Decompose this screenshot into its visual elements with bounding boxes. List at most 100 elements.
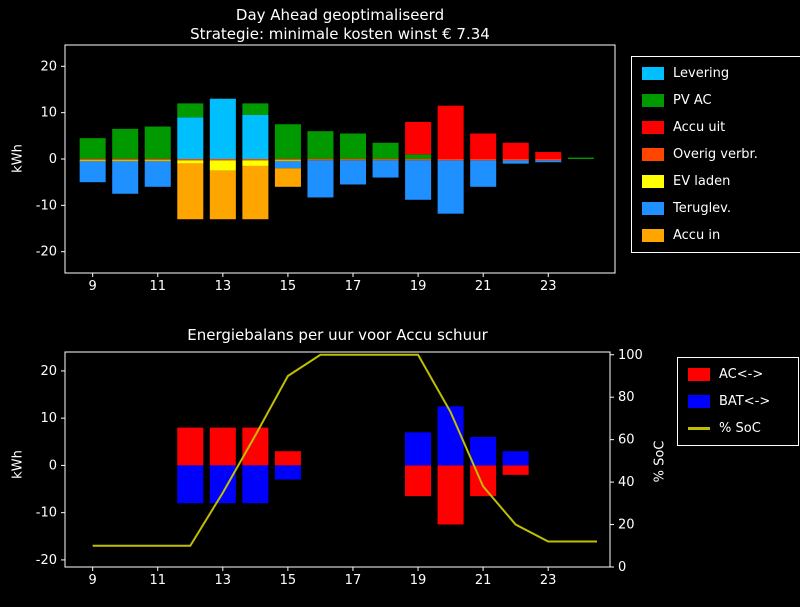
chart2-right-ylabel: % SoC: [652, 440, 668, 483]
bar-teruglev: [535, 160, 562, 163]
x-tick-label: 21: [475, 573, 492, 588]
x-tick-label: 23: [540, 573, 557, 588]
x-tick-label: 17: [345, 279, 362, 294]
bar-overig-verbr: [112, 159, 139, 161]
y-tick-label: -10: [36, 506, 57, 521]
legend-label: % SoC: [719, 421, 761, 436]
bar-overig-verbr: [274, 159, 301, 161]
chart1-title: Day Ahead geoptimaliseerd: [235, 6, 445, 24]
bar-overig-verbr: [535, 159, 562, 161]
bar-pv-ac: [274, 124, 301, 159]
legend-item-ev-laden: EV laden: [642, 174, 790, 189]
bar-overig-verbr: [437, 159, 464, 161]
bar-pv-ac: [567, 157, 594, 159]
legend-color-swatch: [642, 175, 664, 188]
legend-item-teruglev: Teruglev.: [642, 201, 790, 216]
bar-ev-laden: [144, 160, 171, 162]
x-tick-label: 11: [149, 573, 166, 588]
bar-pv-ac: [242, 103, 269, 115]
bar-overig-verbr: [79, 159, 106, 161]
legend-line-swatch: [688, 427, 710, 430]
bar-bat: [470, 437, 497, 466]
bar-overig-verbr: [307, 159, 334, 161]
bar-teruglev: [470, 160, 497, 187]
y-tick-label: 20: [40, 364, 57, 379]
legend-color-swatch: [642, 229, 664, 242]
bar-teruglev: [112, 161, 139, 194]
legend-label: Teruglev.: [673, 201, 731, 216]
bar-ev-laden: [112, 160, 139, 162]
x-tick-label: 9: [89, 279, 97, 294]
y-tick-label: -10: [36, 198, 57, 213]
bar-bat: [405, 432, 432, 466]
bar-ac: [437, 465, 464, 525]
x-tick-label: 23: [540, 279, 557, 294]
legend-label: EV laden: [673, 174, 731, 189]
bar-levering: [177, 117, 204, 159]
legend-item-accu-uit: Accu uit: [642, 120, 790, 135]
bar-pv-ac: [144, 126, 171, 159]
bar-overig-verbr: [242, 159, 269, 161]
legend-color-swatch: [688, 368, 710, 381]
bar-overig-verbr: [502, 159, 529, 161]
bar-accu-uit: [405, 121, 432, 155]
right-y-tick-label: 80: [618, 390, 635, 405]
legend-color-swatch: [688, 395, 710, 408]
bar-accu-uit: [437, 105, 464, 159]
legend-color-swatch: [642, 67, 664, 80]
bar-ac: [470, 465, 497, 497]
bar-pv-ac: [112, 128, 139, 159]
bar-ac: [502, 465, 529, 475]
y-tick-label: -20: [36, 245, 57, 260]
bar-bat: [242, 465, 269, 504]
bar-ac: [242, 427, 269, 466]
bar-pv-ac: [177, 103, 204, 118]
bar-ev-laden: [242, 160, 269, 166]
chart2-ylabel: kWh: [10, 450, 26, 479]
legend-item-pv-ac: PV AC: [642, 93, 790, 108]
y-tick-label: -20: [36, 553, 57, 568]
right-y-tick-label: 20: [618, 518, 635, 533]
bar-bat: [437, 406, 464, 466]
bar-pv-ac: [372, 142, 399, 159]
bar-ac: [177, 427, 204, 466]
bar-pv-ac: [307, 131, 334, 159]
bar-teruglev: [437, 160, 464, 214]
x-tick-label: 17: [345, 573, 362, 588]
x-tick-label: 15: [280, 279, 297, 294]
bar-overig-verbr: [470, 159, 497, 161]
x-tick-label: 19: [410, 573, 427, 588]
legend-item-bat: BAT<->: [688, 394, 788, 409]
bar-teruglev: [372, 160, 399, 178]
right-y-tick-label: 60: [618, 433, 635, 448]
bar-overig-verbr: [372, 159, 399, 161]
chart2-title: Energiebalans per uur voor Accu schuur: [187, 326, 488, 344]
right-y-tick-label: 100: [618, 348, 643, 363]
legend-color-swatch: [642, 148, 664, 161]
legend-color-swatch: [642, 202, 664, 215]
y-tick-label: 0: [49, 458, 57, 473]
bar-accu-uit: [502, 142, 529, 159]
bar-bat: [502, 451, 529, 466]
chart1-legend: Levering PV AC Accu uit Overig verbr. EV lad…: [631, 56, 800, 253]
bar-teruglev: [274, 161, 301, 169]
plot-border: [64, 351, 611, 568]
legend-label: BAT<->: [719, 394, 771, 409]
chart1-ylabel: kWh: [10, 144, 26, 173]
bar-overig-verbr: [340, 159, 367, 161]
bar-ev-laden: [209, 160, 236, 171]
legend-label: Levering: [673, 66, 730, 81]
bar-overig-verbr: [177, 159, 204, 161]
bar-accu-in: [177, 163, 204, 220]
legend-item-soc: % SoC: [688, 421, 788, 436]
legend-color-swatch: [642, 94, 664, 107]
legend-item-ac: AC<->: [688, 367, 788, 382]
bar-accu-in: [209, 170, 236, 220]
bar-bat: [209, 465, 236, 504]
bar-ev-laden: [274, 160, 301, 162]
legend-item-accu-in: Accu in: [642, 228, 790, 243]
bar-pv-ac: [405, 154, 432, 159]
bar-pv-ac: [79, 138, 106, 159]
y-tick-label: 10: [40, 411, 57, 426]
